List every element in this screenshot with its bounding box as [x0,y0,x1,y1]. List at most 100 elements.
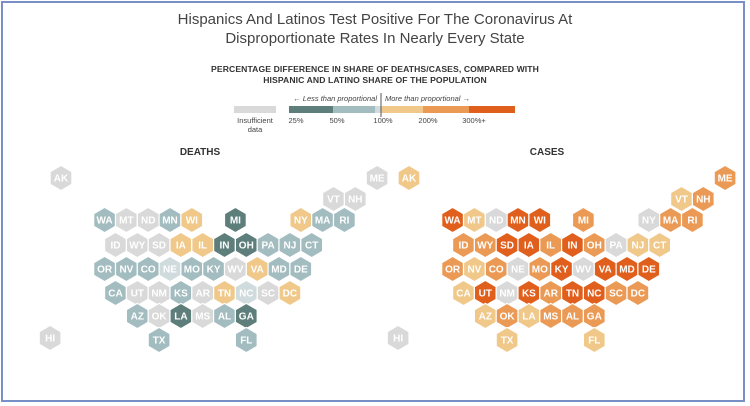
cases-hex-label-nj: NJ [632,241,645,252]
deaths-hex-label-mt: MT [119,216,133,227]
deaths-hex-label-pa: PA [262,241,275,252]
deaths-hex-il: IL [191,231,215,259]
cases-hex-label-mt: MT [467,216,481,227]
deaths-hex-shape-ri [332,206,356,234]
cases-hex-ri: RI [680,206,704,234]
deaths-hex-oh: OH [234,231,258,259]
deaths-hex-shape-de [289,255,313,283]
cases-hex-ia: IA [517,231,541,259]
deaths-panel-title: DEATHS [179,147,221,158]
deaths-hex-label-ga: GA [239,312,254,323]
deaths-hex-nh: NH [343,185,367,213]
cases-hex-nj: NJ [626,231,650,259]
deaths-hex-label-sd: SD [152,241,166,252]
cases-hex-or: OR [441,255,465,283]
cases-hex-mo: MO [528,255,552,283]
cases-hex-label-ma: MA [663,216,679,227]
cases-hex-label-wy: WY [477,241,493,252]
deaths-hex-label-mo: MO [184,265,200,276]
deaths-hex-shape-ak [49,164,73,192]
deaths-hex-de: DE [289,255,313,283]
cases-hex-label-co: CO [489,265,504,276]
deaths-hex-wa: WA [93,206,117,234]
deaths-hex-al: AL [213,302,236,330]
legend-insufficient-label: Insufficient [237,116,274,125]
deaths-hex-ak: AK [49,164,73,192]
deaths-hex-label-ia: IA [176,241,186,252]
legend-tick-1: 25% [288,116,303,125]
deaths-hex-shape-me [365,164,389,192]
deaths-hex-label-id: ID [111,241,121,252]
cases-hex-label-tn: TN [566,289,579,300]
cases-hex-ms: MS [539,302,563,330]
deaths-hex-mo: MO [180,255,204,283]
deaths-hex-co: CO [136,255,160,283]
cases-hex-ga: GA [582,302,606,330]
deaths-hex-hi: HI [38,324,62,352]
deaths-hex-pa: PA [256,231,280,259]
deaths-hex-label-tn: TN [218,289,231,300]
deaths-hex-md: MD [267,255,291,283]
cases-hex-mt: MT [462,206,486,234]
cases-panel-title: CASES [529,147,565,158]
deaths-hex-ca: CA [103,279,128,307]
deaths-hex-ar: AR [191,279,215,307]
legend-tick-3: 100% [373,116,393,125]
deaths-hex-label-in: IN [220,241,230,252]
cases-hex-label-wi: WI [534,216,546,227]
cases-hex-id: ID [452,231,475,259]
cases-hex-pa: PA [604,231,628,259]
cases-hex-label-ky: KY [555,265,569,276]
cases-hex-label-va: VA [599,265,612,276]
legend-title-line2: HISPANIC AND LATINO SHARE OF THE POPULAT… [263,75,487,85]
legend-swatch-2 [333,106,375,113]
cases-hex-label-nm: NM [499,289,515,300]
deaths-hex-va: VA [245,255,269,283]
cases-hex-shape-mi [571,206,595,234]
cases-hex-ma: MA [659,206,683,234]
cases-hex-map: AK ME VT NH WA MT ND MN WI MI NY MA RI ID WY SD IA IL IN OH… [386,164,737,354]
deaths-hex-ne: NE [158,255,182,283]
deaths-hex-label-ne: NE [163,265,177,276]
deaths-hex-mi: MI [223,206,247,234]
cases-hex-co: CO [484,255,508,283]
cases-hex-label-ia: IA [524,241,534,252]
deaths-hex-label-nv: NV [119,265,133,276]
deaths-hex-shape-dc [278,279,302,307]
cases-hex-ny: NY [637,206,661,234]
legend-more-label: More than proportional → [385,94,470,103]
cases-hex-label-mn: MN [510,216,526,227]
cases-hex-shape-ak [397,164,421,192]
deaths-hex-nv: NV [114,255,138,283]
deaths-hex-nd: ND [136,206,160,234]
cases-hex-de: DE [637,255,661,283]
deaths-hex-az: AZ [125,302,149,330]
deaths-hex-label-oh: OH [239,241,254,252]
cases-hex-label-pa: PA [610,241,623,252]
deaths-hex-la: LA [169,302,193,330]
cases-hex-in: IN [560,231,585,259]
cases-hex-hi: HI [386,324,410,352]
cases-hex-shape-tx [495,326,519,354]
cases-hex-wv: WV [571,255,595,283]
deaths-hex-label-ct: CT [305,241,318,252]
deaths-hex-fl: FL [234,326,258,354]
deaths-hex-mn: MN [158,206,182,234]
cases-hex-label-ms: MS [543,312,558,323]
cases-hex-label-sc: SC [609,289,623,300]
deaths-hex-wv: WV [223,255,247,283]
chart-title-line1: Hispanics And Latinos Test Positive For … [177,11,573,28]
deaths-hex-label-fl: FL [240,336,252,347]
deaths-hex-label-nh: NH [348,195,362,206]
cases-hex-ca: CA [452,279,475,307]
deaths-hex-label-la: LA [174,312,187,323]
cases-hex-wi: WI [528,206,552,234]
deaths-hex-label-nd: ND [141,216,155,227]
deaths-hex-ri: RI [332,206,356,234]
legend-insufficient-label-2: data [248,125,263,134]
legend-title-line1: PERCENTAGE DIFFERENCE IN SHARE OF DEATHS… [211,64,539,74]
deaths-hex-nm: NM [147,279,171,307]
cases-hex-az: AZ [473,302,497,330]
deaths-hex-label-az: AZ [131,312,144,323]
